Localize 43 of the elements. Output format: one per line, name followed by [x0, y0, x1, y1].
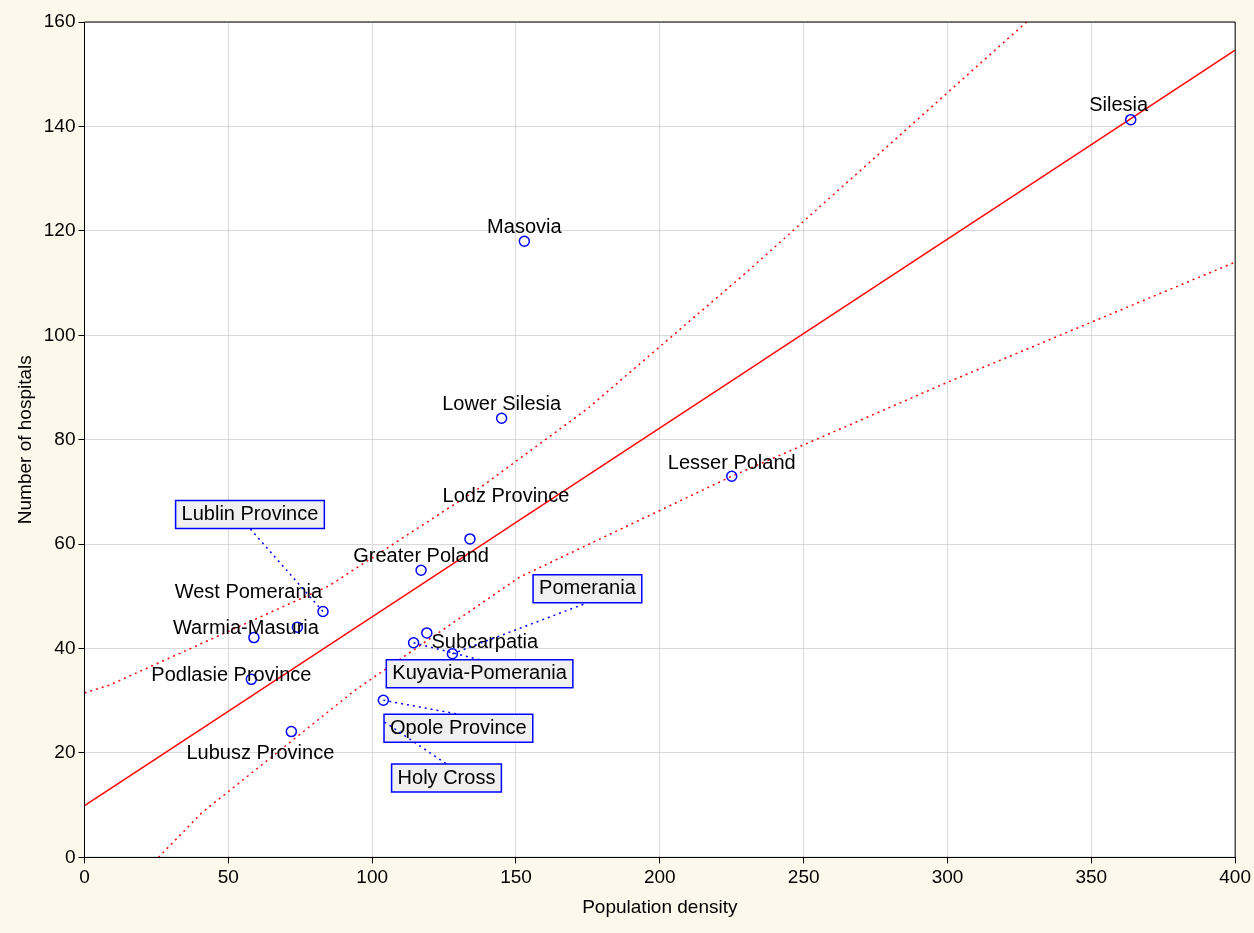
x-tick-label: 100	[356, 866, 389, 888]
x-tick-label: 400	[1219, 866, 1251, 888]
annotation: Silesia	[1089, 93, 1150, 116]
point	[495, 412, 508, 425]
point	[415, 564, 427, 576]
point	[464, 533, 476, 545]
annotation: Kuyavia-Pomerania	[392, 661, 568, 684]
annotation: Holy Cross	[397, 765, 496, 788]
annotation: Lesser Poland	[667, 450, 796, 473]
y-tick-label: 120	[43, 219, 76, 241]
point	[725, 470, 738, 482]
y-tick-label: 100	[43, 323, 76, 345]
y-tick-label: 80	[54, 427, 76, 449]
x-axis-title: Population density	[582, 895, 738, 917]
y-tick-label: 0	[64, 845, 76, 867]
x-tick-label: 200	[643, 866, 676, 888]
annotation: Lubusz Province	[186, 741, 335, 764]
x-tick-label: 350	[1075, 866, 1108, 888]
y-tick-label: 140	[43, 114, 76, 136]
point	[317, 605, 329, 618]
point	[285, 725, 298, 738]
annotation: Lower Silesia	[442, 391, 562, 414]
y-axis-title: Number of hospitals	[13, 355, 35, 525]
y-tick-label: 20	[54, 741, 76, 763]
annotation: Opole Province	[390, 715, 527, 738]
x-tick-label: 300	[931, 866, 964, 888]
point	[421, 627, 433, 639]
x-tick-label: 250	[787, 866, 820, 888]
annotation: Masovia	[487, 214, 563, 237]
annotation: Lublin Province	[181, 501, 319, 524]
y-tick-label: 40	[54, 636, 76, 658]
annotation: Subcarpatia	[431, 630, 540, 653]
point	[518, 235, 531, 248]
annotation: West Pomerania	[174, 579, 323, 602]
point	[407, 637, 420, 649]
x-tick-label: 0	[79, 866, 90, 888]
point	[377, 694, 390, 706]
point	[1124, 113, 1137, 126]
x-tick-label: 50	[217, 866, 239, 888]
y-tick-label: 160	[43, 10, 76, 32]
x-tick-label: 150	[500, 866, 532, 888]
annotation: Pomerania	[539, 576, 637, 599]
y-tick-label: 60	[54, 532, 76, 554]
